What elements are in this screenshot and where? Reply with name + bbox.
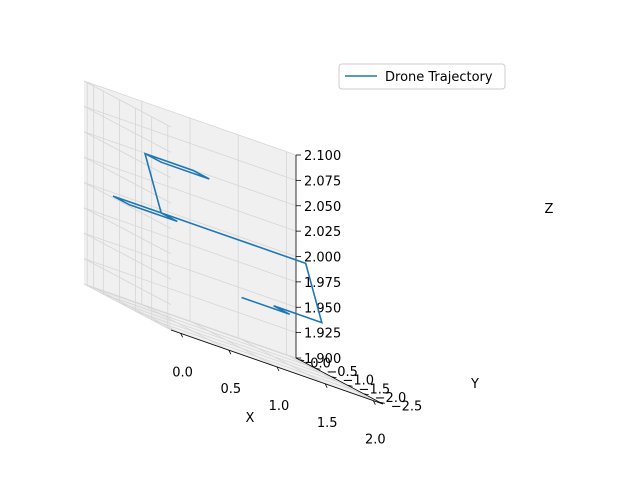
series-layer: [112, 152, 323, 324]
grid-line: [151, 319, 364, 395]
grid-line: [83, 80, 297, 156]
tick-label: −0.5: [326, 365, 358, 380]
x-axis-label: X: [246, 411, 255, 426]
tick-label: 1.5: [317, 416, 338, 431]
grid-line: [93, 287, 181, 334]
tick-label: 0.0: [310, 357, 331, 372]
legend-label: Drone Trajectory: [385, 70, 493, 85]
tick-labels: 0.00.51.01.52.00.0−0.5−1.0−1.5−2.0−2.51.…: [172, 149, 422, 448]
tick-label: −1.0: [342, 374, 374, 389]
tick-label: 2.0: [365, 433, 386, 448]
tick-marks: [180, 154, 385, 405]
grid-line: [83, 258, 297, 334]
grid-line: [83, 207, 172, 255]
tick-label: 2.025: [304, 225, 341, 240]
grid-line: [83, 106, 172, 153]
tick-label: 2.100: [304, 149, 341, 164]
tick-label: −2.5: [391, 399, 423, 414]
legend: Drone Trajectory: [338, 63, 506, 90]
tick-label: 1.975: [304, 276, 341, 291]
x-tick: [228, 350, 232, 355]
grid-line: [83, 80, 172, 128]
grid-line: [83, 105, 297, 181]
tick-label: 0.0: [172, 365, 193, 380]
tick-label: −1.5: [359, 382, 391, 397]
grid-line: [103, 293, 316, 369]
y-tick: [363, 393, 369, 396]
x-tick: [276, 366, 280, 372]
tick-label: −2.0: [375, 391, 407, 406]
tick-label: 1.925: [304, 327, 341, 342]
x-tick: [373, 400, 376, 405]
grid-lines: [83, 80, 380, 403]
tick-label: 0.5: [220, 382, 241, 397]
grid-line: [83, 283, 172, 331]
tick-label: 1.0: [269, 399, 290, 414]
tick-label: 1.950: [304, 301, 341, 316]
x-tick: [324, 383, 328, 388]
tick-label: 2.000: [304, 251, 341, 266]
grid-line: [135, 310, 348, 386]
grid-line: [167, 327, 380, 403]
grid-line: [83, 156, 297, 232]
y-tick: [315, 367, 321, 370]
grid-line: [237, 337, 326, 385]
grid-line: [83, 207, 297, 283]
grid-line: [83, 232, 172, 280]
grid-line: [83, 283, 297, 359]
y-axis-line: [295, 357, 384, 405]
y-tick: [347, 384, 353, 387]
grid-line: [119, 302, 332, 378]
tick-label: 2.050: [304, 200, 341, 215]
z-axis-label: Z: [545, 202, 554, 217]
y-tick: [331, 376, 337, 379]
series-line-0: [112, 152, 323, 324]
legend-box: [338, 63, 506, 90]
grid-line: [83, 258, 172, 305]
tick-label: 1.900: [304, 352, 341, 367]
y-axis-label: Y: [470, 377, 479, 392]
grid-line: [83, 182, 172, 229]
grid-line: [83, 232, 297, 308]
y-tick: [379, 401, 385, 404]
grid-line: [87, 285, 300, 361]
grid-line: [83, 182, 297, 257]
grid-line: [189, 320, 278, 368]
grid-line: [286, 354, 374, 401]
tick-label: 2.075: [304, 174, 341, 189]
grid-line: [83, 131, 172, 179]
x-tick: [180, 333, 183, 338]
grid-line: [141, 303, 230, 351]
y-tick: [299, 359, 305, 362]
